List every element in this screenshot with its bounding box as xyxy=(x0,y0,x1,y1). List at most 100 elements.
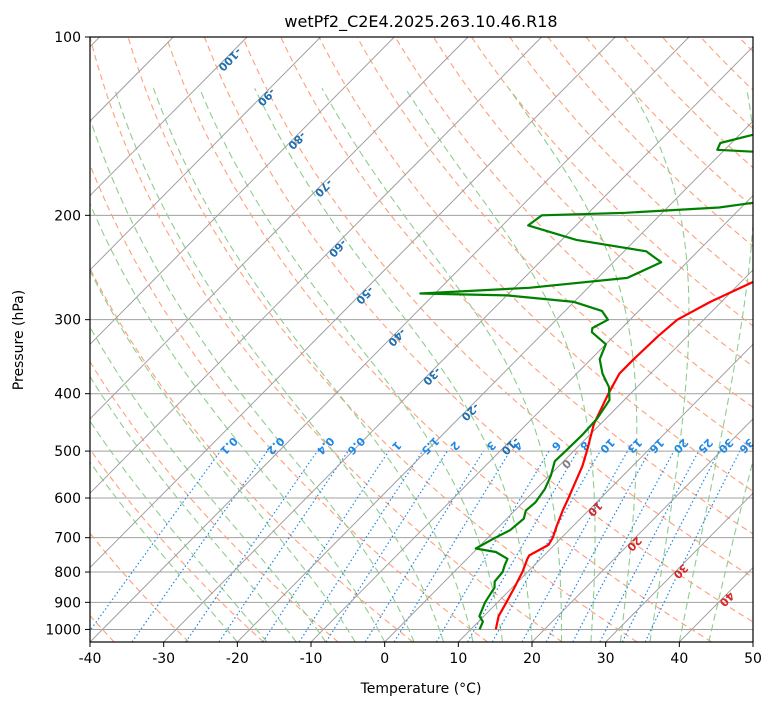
x-tick-label: 40 xyxy=(670,651,688,667)
mixing-ratio-line xyxy=(218,450,349,642)
dry-adiabat-line xyxy=(394,37,753,409)
x-tick-label: 30 xyxy=(597,651,615,667)
line-annotations: 0.1 0.2 0.4 0.6 1 1.5 2 3 4 6 8 10 13 16 20 25 30 36-100-… xyxy=(215,45,753,609)
x-tick-label: 0 xyxy=(380,651,389,667)
x-axis: -40 -30 -20 -10 0 10 20 30 40 50 xyxy=(79,642,762,667)
x-tick-label: 20 xyxy=(523,651,541,667)
moist-adiabat-line xyxy=(630,87,690,642)
y-tick-label: 1000 xyxy=(45,622,81,638)
y-tick-label: 400 xyxy=(54,387,81,403)
moist-adiabat-line xyxy=(90,375,297,642)
isotherm-line xyxy=(90,37,395,346)
plot-frame xyxy=(89,36,754,643)
y-tick-label: 600 xyxy=(54,491,81,507)
x-tick-label: 10 xyxy=(449,651,467,667)
moist-adiabat-line xyxy=(708,458,753,642)
dry-adiabat-line xyxy=(165,37,712,642)
isotherm-line xyxy=(90,37,469,420)
plot-area: 0.1 0.2 0.4 0.6 1 1.5 2 3 4 6 8 10 13 16 20 25 30 36-100-… xyxy=(90,37,753,642)
x-tick-label: 50 xyxy=(744,651,762,667)
dry-adiabat-line xyxy=(90,163,488,642)
dewpoint-profile-line xyxy=(419,133,753,630)
x-tick-label: -30 xyxy=(152,651,175,667)
isotherm-line xyxy=(90,37,616,569)
dry-adiabat-line xyxy=(738,37,753,53)
isotherm-line xyxy=(384,269,753,642)
dry-adiabat-label: -10 xyxy=(498,434,521,458)
mixing-ratio-line xyxy=(545,450,651,642)
y-axis: 1000 900 800 700 600 500 400 300 200 100 xyxy=(45,30,90,638)
dry-adiabat-line xyxy=(280,37,753,535)
sounding-series xyxy=(419,133,753,630)
moist-adiabat-line xyxy=(90,202,386,642)
isotherm-line xyxy=(457,343,753,642)
dry-adiabat-line xyxy=(547,37,753,247)
mixing-ratio-line xyxy=(599,450,700,642)
dry-adiabat-label: -80 xyxy=(285,129,308,153)
moist-adiabat-line xyxy=(152,88,474,642)
moist-adiabat-line xyxy=(113,88,445,642)
isobar-lines xyxy=(90,37,753,630)
dry-adiabat-line xyxy=(203,37,753,623)
dry-adiabat-line xyxy=(432,37,753,368)
dry-adiabat-line xyxy=(90,267,414,642)
x-tick-label: -10 xyxy=(300,651,323,667)
y-tick-label: 300 xyxy=(54,313,81,329)
mixing-ratio-line xyxy=(435,450,550,642)
dry-adiabat-line xyxy=(90,448,264,642)
moist-adiabat-label: 10 xyxy=(585,499,605,519)
y-tick-label: 500 xyxy=(54,444,81,460)
dry-adiabat-line xyxy=(127,37,638,642)
mixing-ratio-label: 20 xyxy=(670,436,690,456)
isotherm-line xyxy=(90,37,542,494)
mixing-ratio-line xyxy=(521,450,629,642)
moist-adiabat-line xyxy=(508,87,638,642)
moist-adiabat-line xyxy=(198,87,504,642)
mixing-ratio-line xyxy=(364,450,485,642)
chart-title: wetPf2_C2E4.2025.263.10.46.R18 xyxy=(284,12,557,32)
isotherm-line xyxy=(531,418,753,642)
mixing-ratio-label: 1.5 xyxy=(419,434,442,457)
mixing-ratio-line xyxy=(325,450,448,642)
dry-adiabat-line xyxy=(242,37,753,579)
y-tick-label: 900 xyxy=(54,595,81,611)
x-tick-label: -20 xyxy=(226,651,249,667)
moist-adiabat-label: 40 xyxy=(717,589,737,609)
y-tick-label: 200 xyxy=(54,208,81,224)
moist-adiabat-line xyxy=(90,326,327,642)
mixing-ratio-label: 16 xyxy=(646,436,666,456)
dry-adiabat-label: -100 xyxy=(215,45,244,74)
mixing-ratio-label: 0.2 xyxy=(264,434,287,457)
y-tick-label: 100 xyxy=(54,30,81,46)
mixing-ratio-line xyxy=(131,450,268,642)
isotherm-line xyxy=(752,641,753,642)
isotherm-line xyxy=(90,37,321,271)
isotherm-line xyxy=(90,37,690,642)
mixing-ratio-line xyxy=(298,450,424,642)
isotherm-line xyxy=(163,45,753,642)
moist-adiabat-line xyxy=(254,87,533,642)
y-tick-label: 800 xyxy=(54,565,81,581)
mixing-ratio-line xyxy=(185,450,318,642)
isotherm-line xyxy=(678,566,753,642)
mixing-ratio-label: 13 xyxy=(625,436,645,456)
mixing-ratio-label: 10 xyxy=(597,436,617,456)
isotherm-line xyxy=(605,492,753,642)
isotherm-line xyxy=(236,120,753,642)
moist-adiabat-label: 20 xyxy=(624,534,644,554)
dry-adiabat-label: -40 xyxy=(385,326,408,350)
moist-adiabat-line xyxy=(678,88,753,642)
y-tick-label: 700 xyxy=(54,531,81,547)
mixing-ratio-line xyxy=(90,450,221,632)
isotherm-line xyxy=(90,37,248,197)
mixing-ratio-line xyxy=(644,450,741,642)
moist-adiabat-line xyxy=(90,461,238,642)
dry-adiabat-label: -50 xyxy=(353,283,376,307)
temperature-profile-line xyxy=(494,280,753,630)
mixing-ratio-line xyxy=(393,450,511,642)
isotherm-line xyxy=(310,194,753,642)
mixing-ratio-label: 0.4 xyxy=(314,434,337,457)
moist-adiabat-line xyxy=(90,269,356,642)
dry-adiabat-line xyxy=(509,37,753,287)
